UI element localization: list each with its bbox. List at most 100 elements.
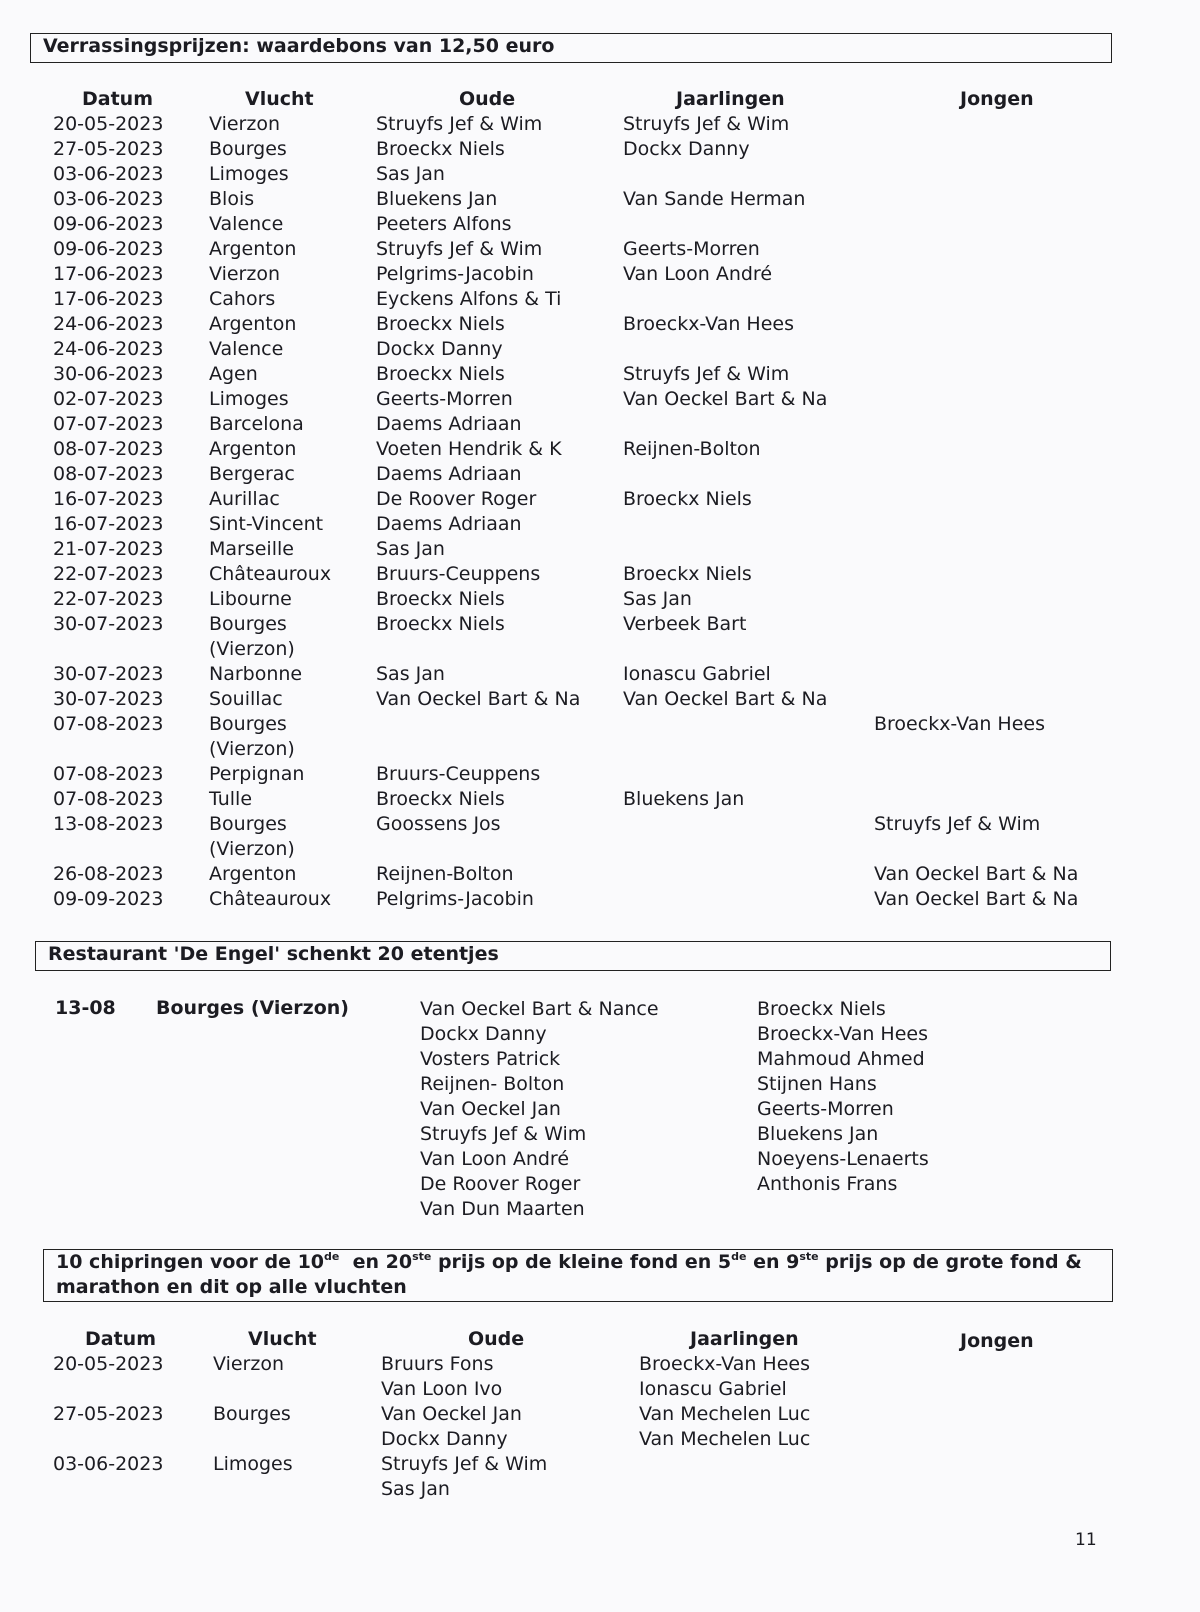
cell-oude: Geerts-Morren [376, 388, 513, 410]
cell-vlucht: Argenton [209, 238, 297, 260]
cell-datum: 30-07-2023 [53, 663, 164, 685]
title-part: de [731, 1250, 747, 1263]
cell-datum: 20-05-2023 [53, 113, 164, 135]
winner-name: Anthonis Frans [757, 1173, 898, 1195]
cell-vlucht: Valence [209, 213, 284, 235]
cell-oude: Voeten Hendrik & K [376, 438, 562, 460]
cell-vlucht: Perpignan [209, 763, 305, 785]
cell-oude: Daems Adriaan [376, 513, 522, 535]
cell-jaarlingen: Broeckx-Van Hees Ionascu Gabriel [639, 1353, 810, 1400]
cell-jongen: Van Oeckel Bart & Na [874, 863, 1079, 885]
winner-name: Van Loon André [420, 1148, 570, 1170]
cell-oude: Dockx Danny [376, 338, 503, 360]
cell-oude: Struyfs Jef & Wim Sas Jan [381, 1453, 548, 1500]
s1-header-datum: Datum [82, 88, 153, 110]
cell-datum: 24-06-2023 [53, 338, 164, 360]
cell-jongen: Van Oeckel Bart & Na [874, 888, 1079, 910]
winner-name: Van Oeckel Jan [420, 1098, 561, 1120]
cell-jaarlingen: Van Oeckel Bart & Na [623, 388, 828, 410]
cell-jaarlingen: Dockx Danny [623, 138, 750, 160]
winner-name: Bluekens Jan [757, 1123, 879, 1145]
cell-vlucht: Châteauroux [209, 563, 332, 585]
cell-vlucht: Limoges [209, 388, 289, 410]
cell-vlucht: Bourges [213, 1403, 291, 1425]
cell-jaarlingen: Ionascu Gabriel [623, 663, 771, 685]
winner-name: Broeckx Niels [757, 998, 886, 1020]
title-part: en 20 [339, 1251, 413, 1273]
cell-datum: 17-06-2023 [53, 263, 164, 285]
cell-vlucht: Bergerac [209, 463, 295, 485]
cell-datum: 22-07-2023 [53, 563, 164, 585]
cell-datum: 30-06-2023 [53, 363, 164, 385]
section3-title: 10 chipringen voor de 10de en 20ste prij… [43, 1249, 1113, 1302]
cell-datum: 16-07-2023 [53, 488, 164, 510]
cell-jaarlingen: Broeckx-Van Hees [623, 313, 794, 335]
cell-oude: Reijnen-Bolton [376, 863, 514, 885]
winner-name: Van Oeckel Bart & Nance [420, 998, 659, 1020]
cell-oude: Broeckx Niels [376, 138, 505, 160]
cell-oude: Eyckens Alfons & Ti [376, 288, 562, 310]
cell-datum: 20-05-2023 [53, 1353, 164, 1375]
cell-datum: 21-07-2023 [53, 538, 164, 560]
cell-oude: Broeckx Niels [376, 588, 505, 610]
cell-jaarlingen: Sas Jan [623, 588, 692, 610]
cell-vlucht: Narbonne [209, 663, 303, 685]
winner-name: Van Dun Maarten [420, 1198, 585, 1220]
cell-oude: Sas Jan [376, 163, 445, 185]
cell-oude: Broeckx Niels [376, 363, 505, 385]
cell-jaarlingen: Struyfs Jef & Wim [623, 363, 790, 385]
title-part: en 9 [746, 1251, 800, 1273]
winner-name: Broeckx-Van Hees [757, 1023, 928, 1045]
cell-datum: 13-08-2023 [53, 813, 164, 835]
title-part: de [324, 1250, 340, 1263]
cell-oude: Bluekens Jan [376, 188, 498, 210]
winner-name: Dockx Danny [420, 1023, 547, 1045]
cell-jongen: Broeckx-Van Hees [874, 713, 1045, 735]
s3-header-vlucht: Vlucht [248, 1328, 317, 1350]
cell-vlucht: Limoges [213, 1453, 293, 1475]
cell-jaarlingen: Broeckx Niels [623, 563, 752, 585]
cell-jaarlingen: Van Mechelen Luc Van Mechelen Luc [639, 1403, 811, 1450]
cell-vlucht: Bourges (Vierzon) [209, 713, 295, 760]
cell-vlucht: Argenton [209, 313, 297, 335]
cell-jaarlingen: Struyfs Jef & Wim [623, 113, 790, 135]
cell-oude: Bruurs-Ceuppens [376, 563, 541, 585]
winner-name: Reijnen- Bolton [420, 1073, 565, 1095]
cell-vlucht: Limoges [209, 163, 289, 185]
section2-title: Restaurant 'De Engel' schenkt 20 etentje… [35, 941, 1111, 971]
cell-jaarlingen: Geerts-Morren [623, 238, 760, 260]
cell-vlucht: Vierzon [209, 113, 280, 135]
cell-oude: Sas Jan [376, 538, 445, 560]
cell-datum: 09-09-2023 [53, 888, 164, 910]
s3-header-oude: Oude [468, 1328, 525, 1350]
page-number: 11 [1075, 1530, 1097, 1550]
cell-jaarlingen: Verbeek Bart [623, 613, 747, 635]
winner-name: Noeyens-Lenaerts [757, 1148, 929, 1170]
cell-datum: 27-05-2023 [53, 138, 164, 160]
cell-vlucht: Marseille [209, 538, 294, 560]
cell-oude: Struyfs Jef & Wim [376, 113, 543, 135]
cell-vlucht: Agen [209, 363, 258, 385]
cell-oude: Bruurs-Ceuppens [376, 763, 541, 785]
cell-oude: Daems Adriaan [376, 413, 522, 435]
cell-vlucht: Valence [209, 338, 284, 360]
cell-datum: 08-07-2023 [53, 438, 164, 460]
cell-datum: 17-06-2023 [53, 288, 164, 310]
s1-header-vlucht: Vlucht [245, 88, 314, 110]
cell-datum: 30-07-2023 [53, 688, 164, 710]
cell-vlucht: Bourges (Vierzon) [209, 813, 295, 860]
cell-datum: 03-06-2023 [53, 163, 164, 185]
cell-vlucht: Souillac [209, 688, 283, 710]
title-part: prijs op de kleine fond en 5 [431, 1251, 732, 1273]
cell-jaarlingen: Bluekens Jan [623, 788, 745, 810]
s1-header-jaarlingen: Jaarlingen [676, 88, 785, 110]
cell-datum: 09-06-2023 [53, 238, 164, 260]
cell-oude: Struyfs Jef & Wim [376, 238, 543, 260]
title-part: 10 chipringen voor de 10 [56, 1251, 325, 1273]
cell-datum: 03-06-2023 [53, 188, 164, 210]
title-part: prijs op de grote fond & marathon en dit… [56, 1251, 1089, 1298]
cell-vlucht: Châteauroux [209, 888, 332, 910]
cell-oude: Van Oeckel Bart & Na [376, 688, 581, 710]
cell-oude: Sas Jan [376, 663, 445, 685]
s2-vlucht: Bourges (Vierzon) [156, 997, 349, 1019]
